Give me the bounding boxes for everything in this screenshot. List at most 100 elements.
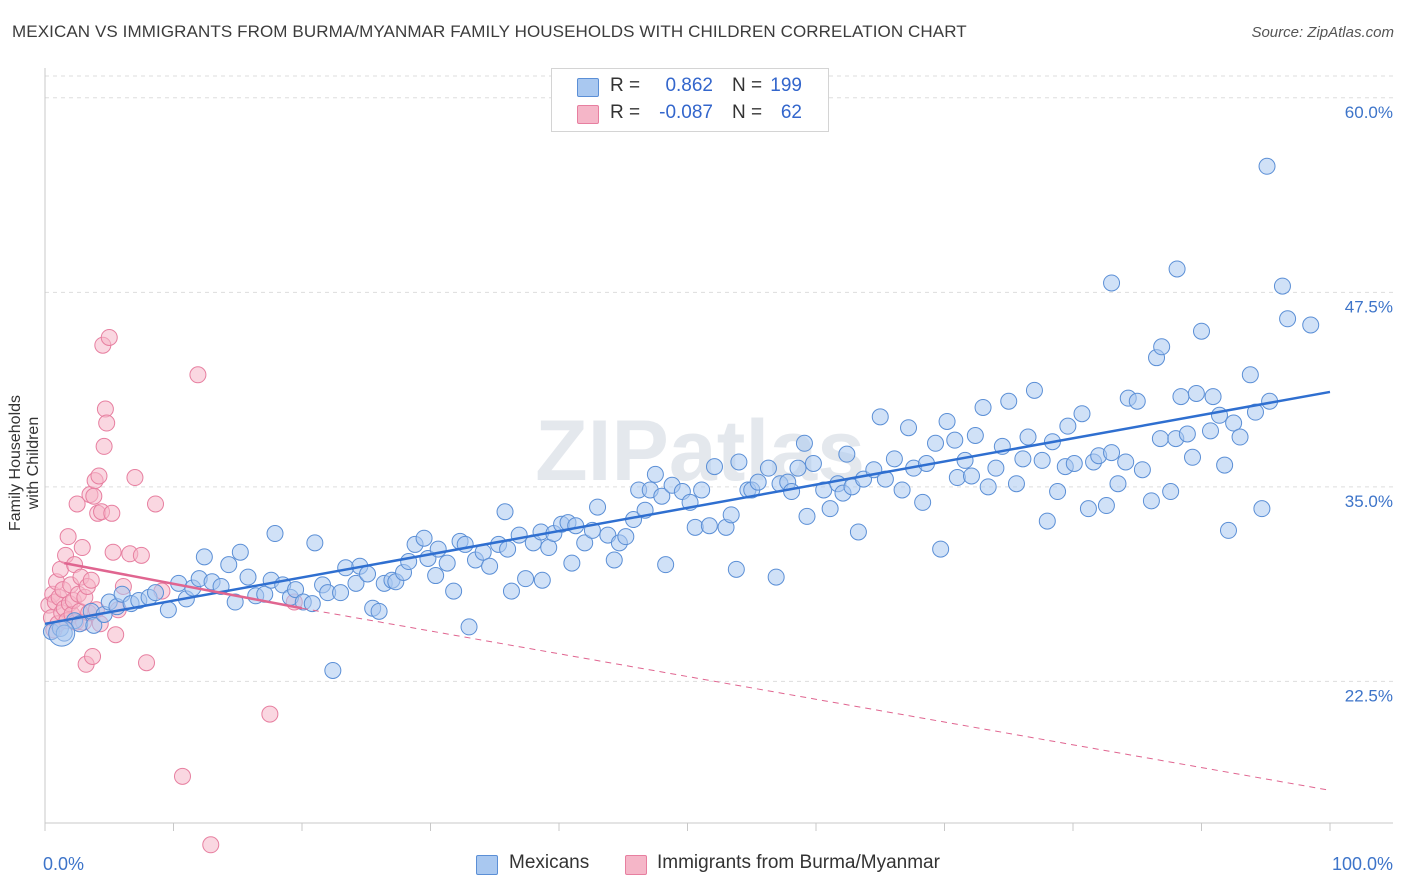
- data-point-mexican: [1097, 497, 1115, 515]
- legend-n-value: 199: [770, 75, 802, 96]
- data-point-mexican: [722, 506, 740, 524]
- data-point-mexican: [900, 419, 918, 437]
- legend-n-value: 62: [780, 102, 802, 123]
- data-point-mexican: [849, 523, 867, 541]
- y-tick-label: 60.0%: [1345, 103, 1393, 122]
- data-point-mexican: [576, 534, 594, 552]
- trend-line-burma-extrapolated: [301, 607, 1331, 791]
- data-point-mexican: [1216, 456, 1234, 474]
- data-point-mexican: [1178, 425, 1196, 443]
- data-point-mexican: [1038, 512, 1056, 530]
- data-point-burma: [73, 539, 91, 557]
- data-point-mexican: [427, 567, 445, 585]
- data-point-mexican: [730, 453, 748, 471]
- data-point-mexican: [727, 560, 745, 578]
- axes: [44, 68, 1393, 831]
- legend-r-value: -0.087: [659, 102, 713, 123]
- data-point-burma: [261, 705, 279, 723]
- trend-lines: [44, 390, 1331, 791]
- data-point-mexican: [1273, 277, 1291, 295]
- series-legend: Mexicans Immigrants from Burma/Myanmar: [0, 852, 1406, 878]
- data-point-burma: [84, 647, 102, 665]
- data-point-mexican: [1065, 455, 1083, 473]
- data-point-mexican: [1142, 492, 1160, 510]
- data-point-mexican: [1168, 260, 1186, 278]
- data-point-burma: [173, 767, 191, 785]
- data-point-mexican: [987, 459, 1005, 477]
- x-tick-label: 100.0%: [1332, 854, 1393, 874]
- data-point-mexican: [287, 581, 305, 599]
- data-point-mexican: [821, 500, 839, 518]
- data-point-mexican: [914, 493, 932, 511]
- mexican-points: [42, 157, 1320, 679]
- data-point-mexican: [646, 465, 664, 483]
- data-point-mexican: [966, 426, 984, 444]
- data-point-mexican: [303, 595, 321, 613]
- data-point-mexican: [370, 602, 388, 620]
- data-point-mexican: [617, 528, 635, 546]
- data-point-mexican: [48, 619, 76, 647]
- data-point-mexican: [1073, 405, 1091, 423]
- data-point-mexican: [1049, 483, 1067, 501]
- data-point-mexican: [693, 481, 711, 499]
- data-point-burma: [132, 546, 150, 564]
- data-point-mexican: [700, 517, 718, 535]
- data-point-mexican: [932, 540, 950, 558]
- legend-row-mexicans: R = 0.862 N = 199: [552, 75, 828, 99]
- trend-line-burma: [64, 561, 303, 610]
- data-point-mexican: [927, 434, 945, 452]
- legend-n-label: N =: [732, 102, 763, 123]
- data-point-burma: [68, 495, 86, 513]
- data-point-mexican: [147, 584, 165, 602]
- data-point-mexican: [838, 445, 856, 463]
- data-point-mexican: [1184, 448, 1202, 466]
- data-point-mexican: [445, 582, 463, 600]
- data-point-mexican: [653, 487, 671, 505]
- data-point-mexican: [510, 526, 528, 544]
- data-point-mexican: [226, 593, 244, 611]
- legend-swatch-blue: [577, 78, 599, 97]
- legend-swatch-blue: [476, 855, 498, 875]
- data-point-mexican: [657, 556, 675, 574]
- data-point-burma: [104, 543, 122, 561]
- data-point-mexican: [85, 616, 103, 634]
- data-point-mexican: [974, 398, 992, 416]
- data-point-mexican: [1103, 274, 1121, 292]
- data-point-mexican: [1014, 450, 1032, 468]
- data-point-mexican: [759, 459, 777, 477]
- data-point-burma: [147, 495, 165, 513]
- data-point-mexican: [783, 483, 801, 501]
- data-point-burma: [189, 366, 207, 384]
- data-point-mexican: [871, 408, 889, 426]
- legend-r-label: R =: [610, 75, 641, 96]
- data-point-mexican: [1025, 381, 1043, 399]
- data-point-mexican: [938, 412, 956, 430]
- data-point-mexican: [946, 431, 964, 449]
- data-point-mexican: [1059, 417, 1077, 435]
- data-point-burma: [59, 528, 77, 546]
- data-point-mexican: [266, 525, 284, 543]
- data-point-burma: [98, 414, 116, 432]
- data-point-mexican: [1033, 451, 1051, 469]
- legend-row-burma: R = -0.087 N = 62: [552, 102, 828, 126]
- chart-title: MEXICAN VS IMMIGRANTS FROM BURMA/MYANMAR…: [12, 22, 967, 41]
- data-point-mexican: [885, 450, 903, 468]
- data-point-burma: [95, 437, 113, 455]
- data-point-mexican: [438, 554, 456, 572]
- data-point-mexican: [517, 570, 535, 588]
- data-point-mexican: [1172, 388, 1190, 406]
- data-point-mexican: [948, 469, 966, 487]
- data-point-mexican: [460, 618, 478, 636]
- data-point-mexican: [306, 534, 324, 552]
- data-point-mexican: [231, 543, 249, 561]
- data-point-mexican: [962, 467, 980, 485]
- data-point-mexican: [415, 529, 433, 547]
- data-point-mexican: [956, 451, 974, 469]
- data-point-mexican: [502, 582, 520, 600]
- data-point-mexican: [1153, 338, 1171, 356]
- data-point-mexican: [220, 556, 238, 574]
- data-point-mexican: [705, 458, 723, 476]
- data-point-mexican: [499, 540, 517, 558]
- y-tick-label: 35.0%: [1345, 492, 1393, 511]
